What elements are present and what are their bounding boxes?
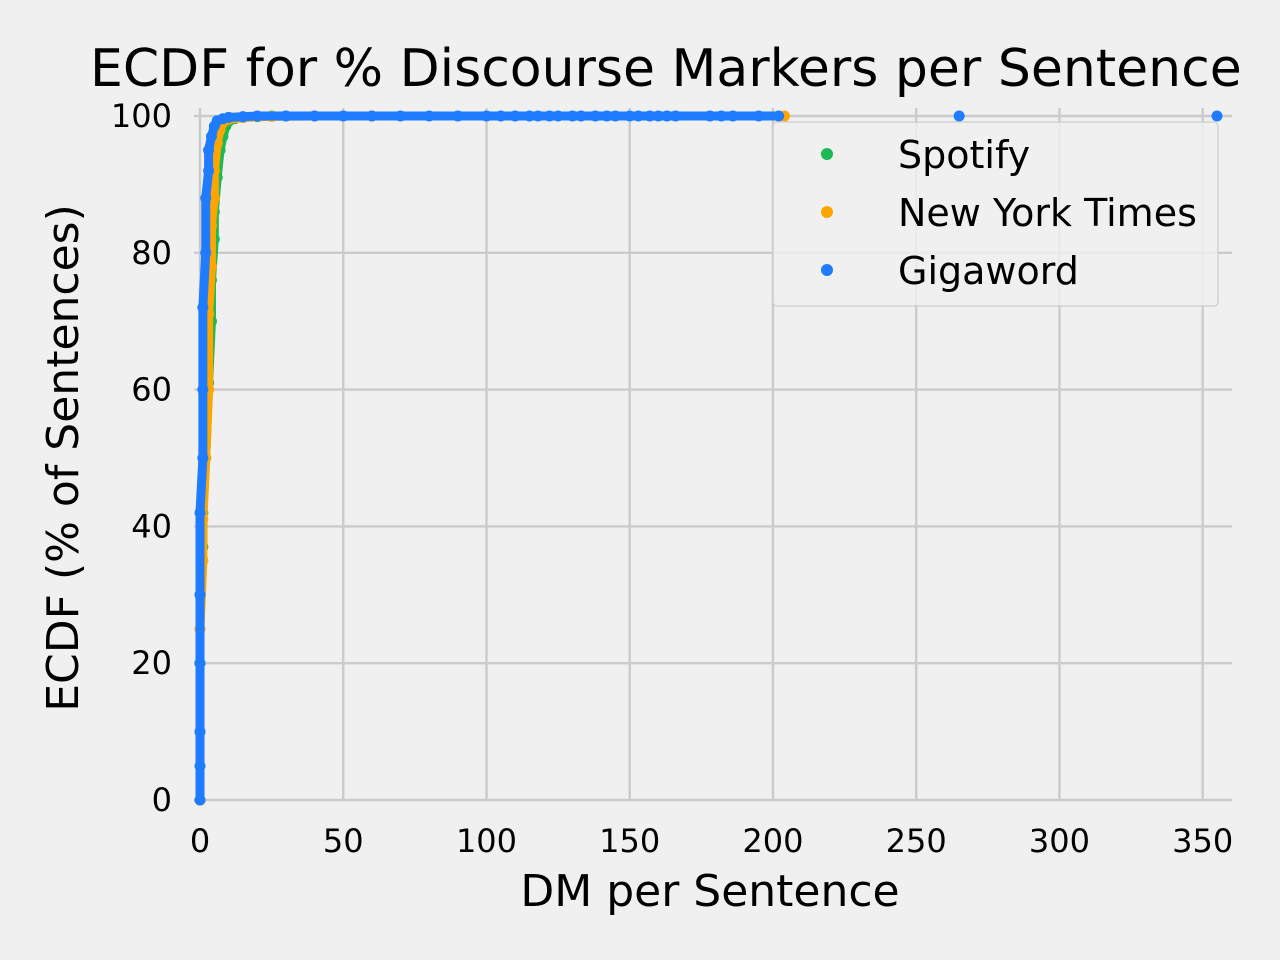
legend-marker	[821, 264, 833, 276]
data-point	[544, 110, 556, 122]
x-tick-label: 150	[599, 822, 660, 860]
data-point	[523, 110, 535, 122]
y-tick-label: 20	[131, 644, 172, 682]
series-trace	[198, 248, 211, 313]
data-point	[495, 110, 507, 122]
x-tick-label: 300	[1029, 822, 1090, 860]
data-point	[200, 247, 212, 259]
data-point	[652, 110, 664, 122]
y-axis-label: ECDF (% of Sentences)	[38, 204, 89, 712]
legend: Spotify New York Times Gigaword	[772, 121, 1219, 307]
data-point	[194, 794, 206, 806]
data-point	[644, 110, 656, 122]
data-point	[609, 110, 621, 122]
tick-labels: 0 50 100 150 200 250 300 350 0 20 40 60 80 100	[111, 97, 1233, 860]
series-trace	[195, 453, 208, 518]
x-tick-label: 250	[886, 822, 947, 860]
chart-title: ECDF for % Discourse Markers per Sentenc…	[90, 39, 1242, 99]
data-point	[197, 302, 209, 314]
data-point	[452, 110, 464, 122]
data-point	[715, 110, 727, 122]
data-point	[1211, 110, 1223, 122]
y-tick-label: 80	[131, 234, 172, 272]
data-point	[208, 192, 220, 204]
series-new-york-times	[194, 110, 790, 806]
y-tick-label: 0	[152, 781, 172, 819]
legend-label: Spotify	[898, 133, 1030, 177]
data-point	[589, 110, 601, 122]
data-point	[197, 384, 209, 396]
data-point	[953, 110, 965, 122]
data-point	[366, 110, 378, 122]
data-point	[601, 110, 613, 122]
data-point	[194, 726, 206, 738]
data-point	[337, 110, 349, 122]
legend-marker	[821, 206, 833, 218]
data-point	[773, 110, 785, 122]
x-tick-label: 200	[742, 822, 803, 860]
legend-label: Gigaword	[898, 249, 1079, 293]
legend-box	[772, 121, 1219, 307]
y-tick-label: 60	[131, 371, 172, 409]
legend-label: New York Times	[898, 191, 1197, 235]
data-point	[203, 144, 215, 156]
data-point	[203, 165, 215, 177]
data-point	[632, 110, 644, 122]
legend-marker	[821, 148, 833, 160]
data-point	[423, 110, 435, 122]
x-axis-label: DM per Sentence	[520, 866, 899, 917]
data-point	[552, 110, 564, 122]
data-point	[480, 110, 492, 122]
y-tick-label: 40	[131, 507, 172, 545]
x-tick-label: 0	[190, 822, 210, 860]
data-point	[566, 110, 578, 122]
data-point	[237, 111, 249, 123]
data-point	[194, 589, 206, 601]
data-point	[309, 110, 321, 122]
series-trace	[204, 261, 216, 319]
data-point	[509, 110, 521, 122]
data-point	[532, 110, 544, 122]
x-tick-label: 100	[456, 822, 517, 860]
x-tick-label: 50	[323, 822, 364, 860]
data-point	[670, 110, 682, 122]
data-point	[704, 110, 716, 122]
data-point	[194, 657, 206, 669]
y-tick-label: 100	[111, 97, 172, 135]
data-point	[753, 110, 765, 122]
data-point	[194, 507, 206, 519]
data-point	[251, 110, 263, 122]
data-point	[205, 131, 217, 143]
data-point	[395, 110, 407, 122]
data-point	[194, 760, 206, 772]
data-point	[727, 110, 739, 122]
data-point	[280, 110, 292, 122]
data-point	[661, 110, 673, 122]
data-point	[223, 111, 235, 123]
data-point	[200, 192, 212, 204]
data-point	[624, 110, 636, 122]
x-tick-label: 350	[1172, 822, 1233, 860]
data-points	[194, 110, 1223, 806]
data-point	[575, 110, 587, 122]
series-gigaword	[194, 110, 1223, 806]
data-point	[197, 452, 209, 464]
